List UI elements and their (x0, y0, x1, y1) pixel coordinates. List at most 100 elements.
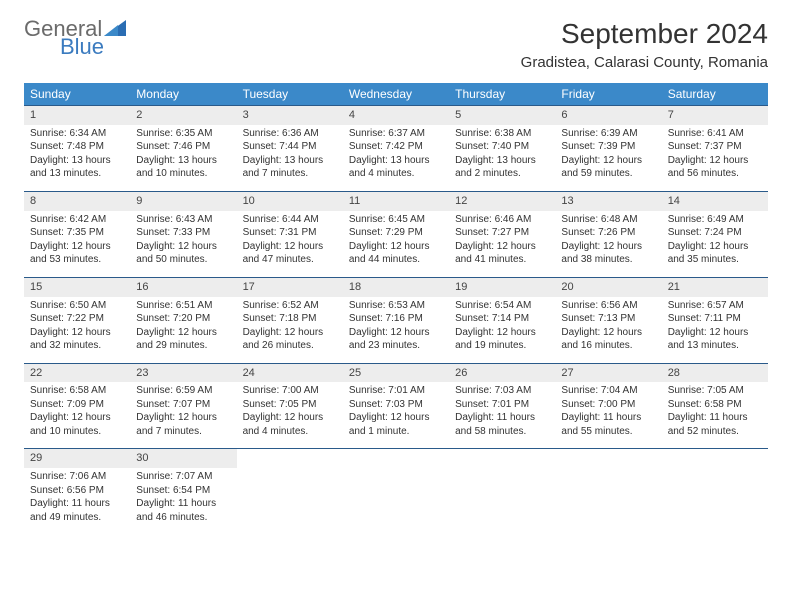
day-sr: Sunrise: 6:36 AM (243, 127, 337, 141)
day-number-cell: 19 (449, 277, 555, 296)
day-d2: and 10 minutes. (136, 167, 230, 181)
logo-text-blue: Blue (60, 36, 126, 58)
location-text: Gradistea, Calarasi County, Romania (521, 54, 768, 71)
day-sr: Sunrise: 6:57 AM (668, 299, 762, 313)
header: General Blue September 2024 Gradistea, C… (24, 18, 768, 71)
day-d2: and 58 minutes. (455, 425, 549, 439)
day-number-cell: 12 (449, 191, 555, 210)
day-detail-cell: Sunrise: 7:04 AMSunset: 7:00 PMDaylight:… (555, 382, 661, 449)
day-detail-cell: Sunrise: 6:44 AMSunset: 7:31 PMDaylight:… (237, 211, 343, 278)
day-detail-row: Sunrise: 6:58 AMSunset: 7:09 PMDaylight:… (24, 382, 768, 449)
day-number-cell: 3 (237, 106, 343, 125)
day-number-cell: 1 (24, 106, 130, 125)
day-ss: Sunset: 7:07 PM (136, 398, 230, 412)
day-ss: Sunset: 7:48 PM (30, 140, 124, 154)
day-d1: Daylight: 12 hours (30, 240, 124, 254)
weekday-header: Tuesday (237, 83, 343, 106)
day-sr: Sunrise: 7:06 AM (30, 470, 124, 484)
day-detail-cell: Sunrise: 6:38 AMSunset: 7:40 PMDaylight:… (449, 125, 555, 192)
day-number-cell: 28 (662, 363, 768, 382)
day-d2: and 53 minutes. (30, 253, 124, 267)
day-d2: and 29 minutes. (136, 339, 230, 353)
day-detail-cell: Sunrise: 6:54 AMSunset: 7:14 PMDaylight:… (449, 297, 555, 364)
day-sr: Sunrise: 6:35 AM (136, 127, 230, 141)
day-d1: Daylight: 12 hours (136, 240, 230, 254)
day-d1: Daylight: 13 hours (455, 154, 549, 168)
day-ss: Sunset: 6:58 PM (668, 398, 762, 412)
day-d1: Daylight: 12 hours (668, 326, 762, 340)
day-ss: Sunset: 7:16 PM (349, 312, 443, 326)
day-detail-cell: Sunrise: 6:53 AMSunset: 7:16 PMDaylight:… (343, 297, 449, 364)
empty-cell (555, 468, 661, 534)
day-d2: and 52 minutes. (668, 425, 762, 439)
day-number-cell: 18 (343, 277, 449, 296)
empty-cell (662, 449, 768, 468)
empty-cell (343, 468, 449, 534)
day-d1: Daylight: 11 hours (668, 411, 762, 425)
weekday-header: Wednesday (343, 83, 449, 106)
day-ss: Sunset: 7:35 PM (30, 226, 124, 240)
day-ss: Sunset: 7:26 PM (561, 226, 655, 240)
logo: General Blue (24, 18, 126, 58)
day-number-cell: 4 (343, 106, 449, 125)
day-detail-cell: Sunrise: 6:57 AMSunset: 7:11 PMDaylight:… (662, 297, 768, 364)
day-d2: and 23 minutes. (349, 339, 443, 353)
day-number-cell: 22 (24, 363, 130, 382)
day-number-cell: 30 (130, 449, 236, 468)
day-sr: Sunrise: 6:37 AM (349, 127, 443, 141)
day-d1: Daylight: 13 hours (30, 154, 124, 168)
day-ss: Sunset: 7:42 PM (349, 140, 443, 154)
day-d2: and 10 minutes. (30, 425, 124, 439)
day-sr: Sunrise: 6:44 AM (243, 213, 337, 227)
day-d1: Daylight: 11 hours (561, 411, 655, 425)
day-detail-cell: Sunrise: 6:37 AMSunset: 7:42 PMDaylight:… (343, 125, 449, 192)
day-detail-cell: Sunrise: 6:50 AMSunset: 7:22 PMDaylight:… (24, 297, 130, 364)
day-number-cell: 13 (555, 191, 661, 210)
empty-cell (449, 449, 555, 468)
weekday-header: Thursday (449, 83, 555, 106)
day-d2: and 4 minutes. (243, 425, 337, 439)
day-sr: Sunrise: 6:45 AM (349, 213, 443, 227)
day-ss: Sunset: 7:20 PM (136, 312, 230, 326)
day-d1: Daylight: 12 hours (243, 411, 337, 425)
day-d2: and 32 minutes. (30, 339, 124, 353)
day-detail-cell: Sunrise: 6:45 AMSunset: 7:29 PMDaylight:… (343, 211, 449, 278)
day-ss: Sunset: 7:37 PM (668, 140, 762, 154)
day-detail-cell: Sunrise: 6:58 AMSunset: 7:09 PMDaylight:… (24, 382, 130, 449)
day-d2: and 26 minutes. (243, 339, 337, 353)
day-d2: and 16 minutes. (561, 339, 655, 353)
day-number-row: 22232425262728 (24, 363, 768, 382)
day-number-cell: 14 (662, 191, 768, 210)
day-detail-cell: Sunrise: 6:48 AMSunset: 7:26 PMDaylight:… (555, 211, 661, 278)
day-sr: Sunrise: 6:42 AM (30, 213, 124, 227)
day-number-cell: 24 (237, 363, 343, 382)
day-number-cell: 25 (343, 363, 449, 382)
day-sr: Sunrise: 6:38 AM (455, 127, 549, 141)
day-detail-cell: Sunrise: 6:39 AMSunset: 7:39 PMDaylight:… (555, 125, 661, 192)
day-detail-cell: Sunrise: 6:43 AMSunset: 7:33 PMDaylight:… (130, 211, 236, 278)
day-d1: Daylight: 12 hours (561, 240, 655, 254)
day-number-cell: 20 (555, 277, 661, 296)
day-d1: Daylight: 12 hours (561, 154, 655, 168)
day-number-cell: 17 (237, 277, 343, 296)
day-d1: Daylight: 12 hours (668, 154, 762, 168)
day-number-cell: 15 (24, 277, 130, 296)
day-number-cell: 9 (130, 191, 236, 210)
day-d2: and 56 minutes. (668, 167, 762, 181)
empty-cell (237, 449, 343, 468)
empty-cell (662, 468, 768, 534)
day-detail-cell: Sunrise: 6:34 AMSunset: 7:48 PMDaylight:… (24, 125, 130, 192)
day-d1: Daylight: 12 hours (243, 326, 337, 340)
weekday-header: Friday (555, 83, 661, 106)
weekday-header: Sunday (24, 83, 130, 106)
day-d2: and 47 minutes. (243, 253, 337, 267)
day-d1: Daylight: 11 hours (455, 411, 549, 425)
day-d2: and 38 minutes. (561, 253, 655, 267)
day-d1: Daylight: 12 hours (349, 326, 443, 340)
day-ss: Sunset: 7:29 PM (349, 226, 443, 240)
day-ss: Sunset: 7:40 PM (455, 140, 549, 154)
day-detail-cell: Sunrise: 6:42 AMSunset: 7:35 PMDaylight:… (24, 211, 130, 278)
day-ss: Sunset: 7:46 PM (136, 140, 230, 154)
day-d1: Daylight: 11 hours (30, 497, 124, 511)
day-detail-cell: Sunrise: 6:36 AMSunset: 7:44 PMDaylight:… (237, 125, 343, 192)
